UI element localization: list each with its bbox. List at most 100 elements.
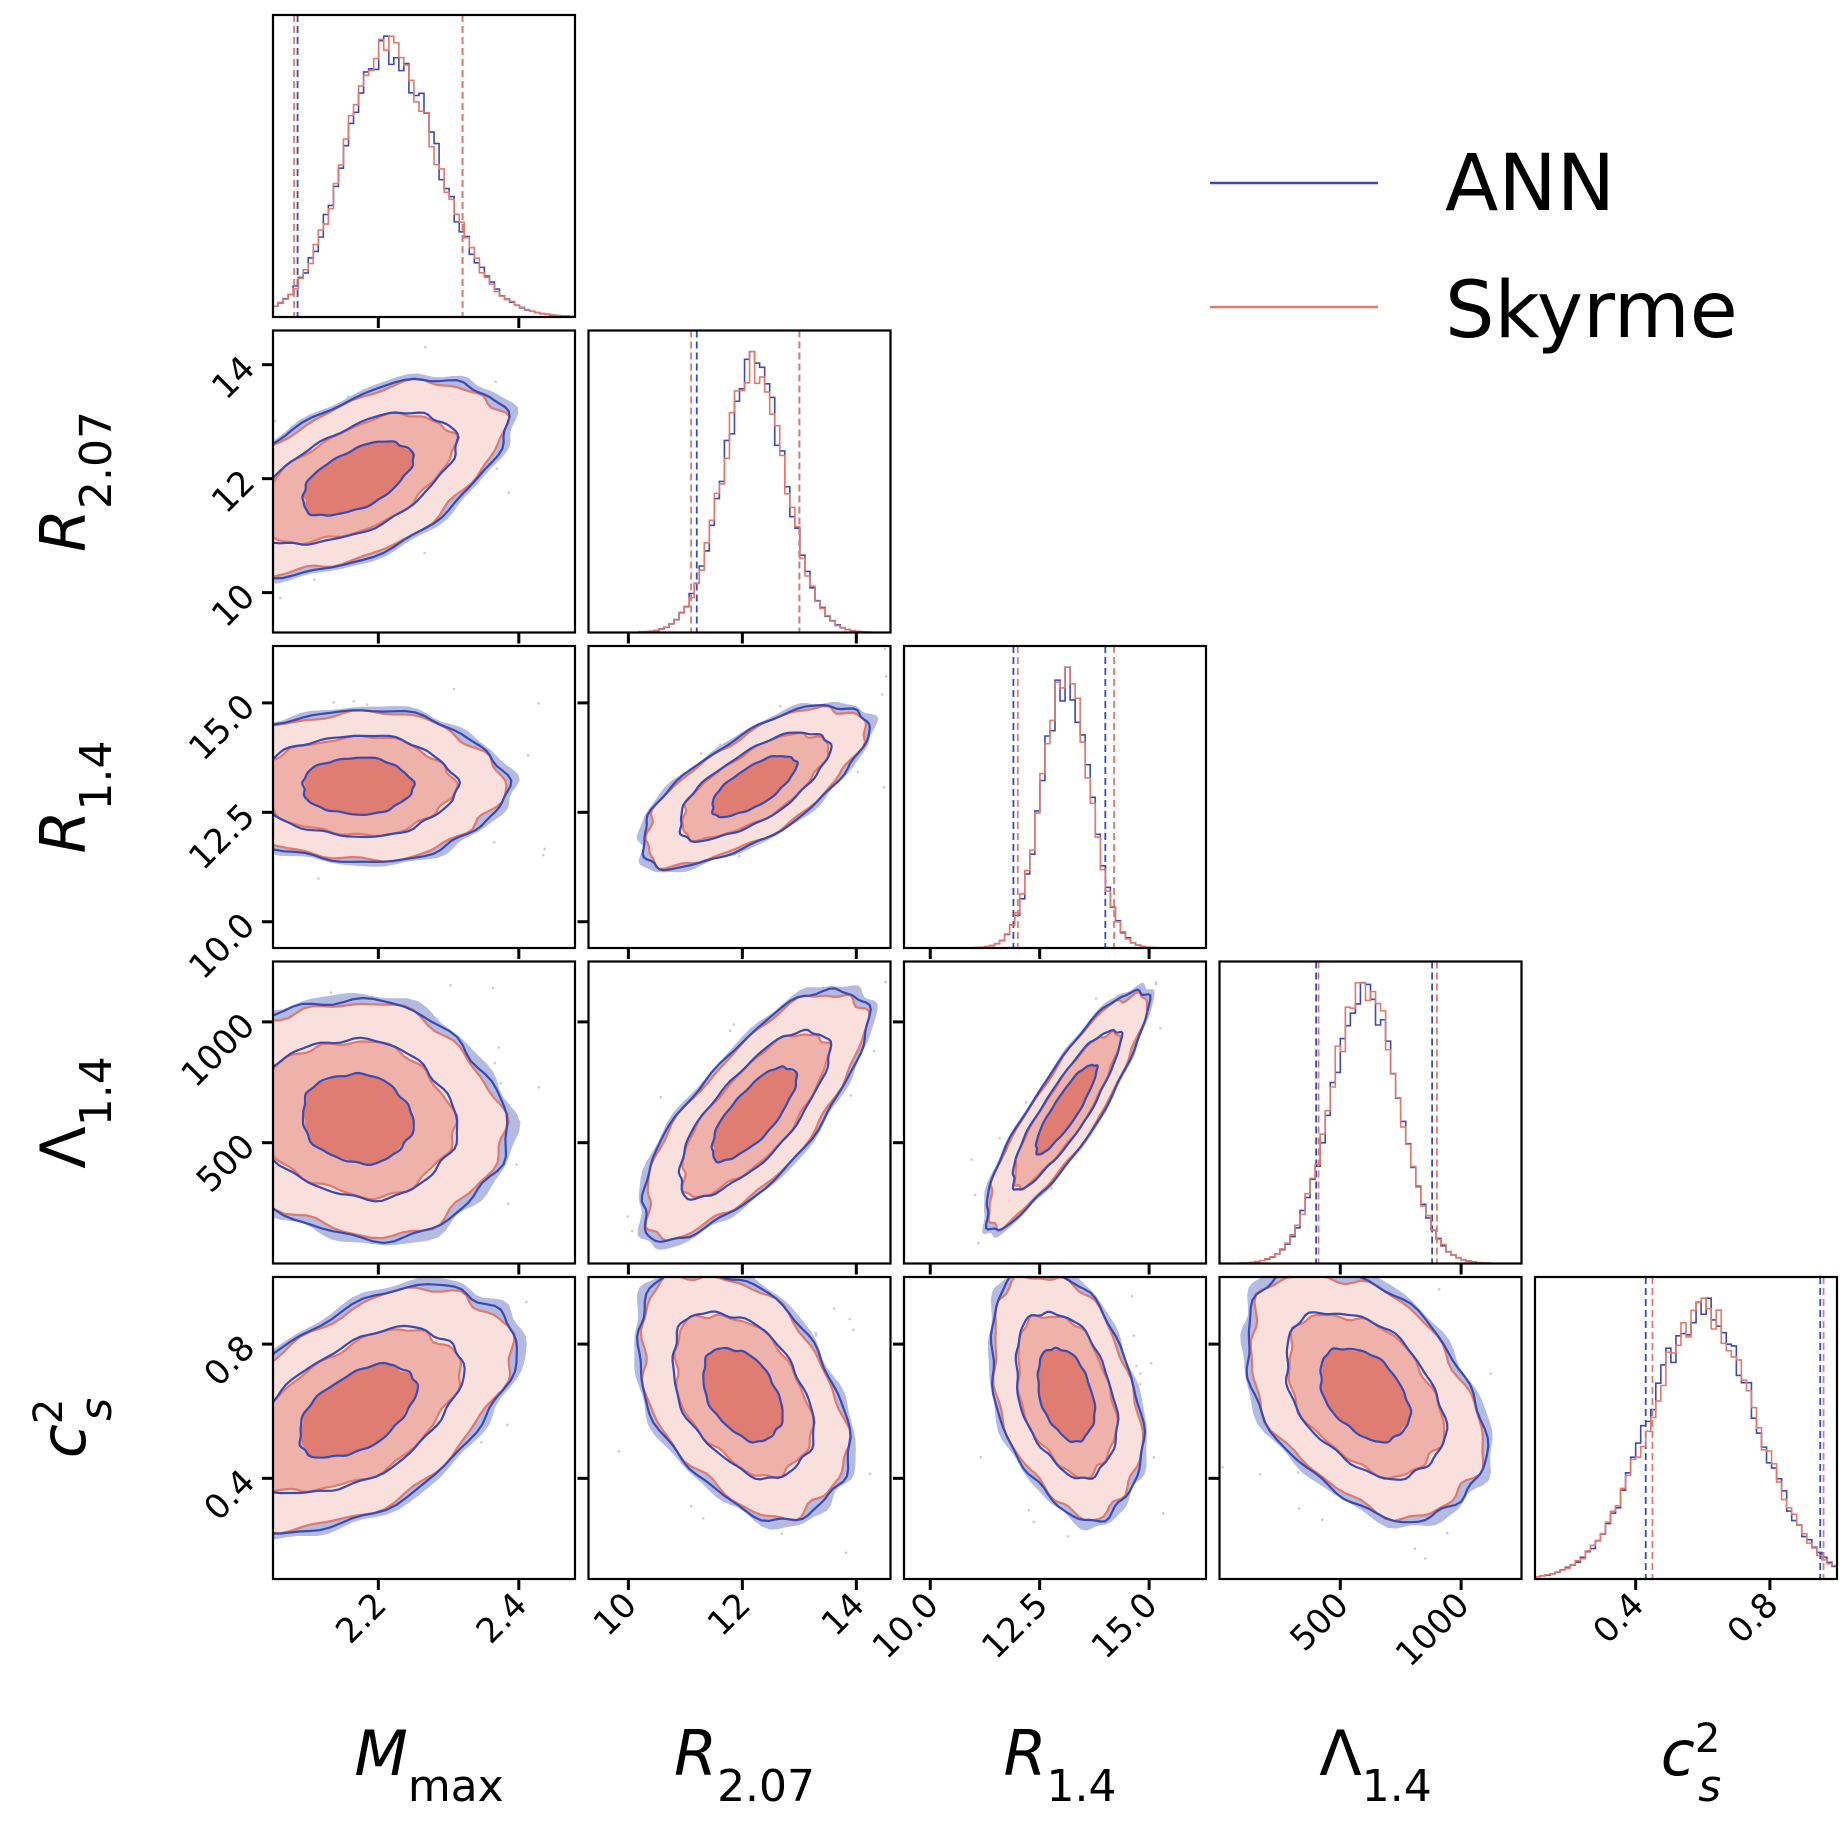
x-axis-label-Mmax: Mmax [354,1717,503,1812]
contour-line-ann-1 [273,734,462,839]
sample-dot [728,1029,732,1033]
sample-dot [898,783,901,786]
histogram-ann [1535,1297,1837,1579]
contour-line-ann-1 [273,1324,466,1495]
panel-frame-Mmax-R207 [271,329,577,634]
sample-dot [179,1470,182,1473]
sample-dot [543,847,546,851]
sample-dot [881,693,884,696]
contour-line-ann-1 [1284,1311,1449,1481]
sample-dot [617,1449,621,1453]
sample-dot [1134,1364,1138,1368]
contour-fill-skyrme-0 [1038,1350,1096,1442]
sample-dot [507,1202,510,1205]
y-tick-label-R207: 12 [204,462,263,521]
sample-dot [1025,1101,1028,1104]
sample-dot [977,1241,980,1245]
sample-dot [882,785,886,789]
legend: ANN Skyrme [1210,139,1738,356]
sample-dot [1258,1472,1262,1476]
contour-line-ann-1 [1011,1028,1124,1191]
panel-frame-R14-cs2 [902,1275,1208,1581]
joint-contours [617,1277,872,1555]
histogram-ann [588,350,891,633]
sample-dot [630,1229,634,1233]
sample-dot [659,1096,662,1099]
histogram-skyrme [1535,1297,1837,1579]
panel-frame-R207-L14 [587,960,892,1265]
contour-line-ann-0 [702,1346,784,1444]
sample-dot [236,1596,239,1599]
marginal-cs2 [1535,1277,1837,1579]
sample-dot [1152,1456,1156,1459]
sample-dot [191,441,194,444]
sample-dot [1138,1382,1142,1386]
sample-dot [352,700,356,703]
sample-dot [182,479,185,482]
contour-line-ann-2 [273,377,511,580]
sample-dot [1154,983,1158,986]
contour-line-skyrme-1 [273,1328,463,1493]
panels-layer [160,13,1839,1599]
sample-dot [1296,1471,1300,1474]
y-tick-label-R14: 12.5 [181,796,263,878]
joint-contours [979,1277,1165,1538]
sample-dot [515,1163,518,1166]
contour-line-ann-1 [1014,1310,1120,1480]
x-tick-label-R14: 10.0 [865,1585,947,1667]
joint-R207-L14 [620,980,887,1287]
sample-dot [365,703,369,706]
contour-line-skyrme-2 [644,704,868,871]
sample-dot [1424,1557,1427,1560]
legend-label-skyrme: Skyrme [1445,266,1738,356]
y-axis-label-R14: R1.4 [27,740,122,853]
sample-dot [241,450,244,453]
sample-dot [194,702,197,705]
marginal-Mmax [273,15,575,317]
x-axis-label-R207: R2.07 [674,1717,815,1812]
joint-R14-cs2 [979,1277,1165,1538]
contour-line-ann-0 [301,756,416,817]
sample-dot [626,1215,629,1218]
sample-dot [814,1334,818,1337]
x-tick-label-R207: 14 [814,1585,873,1644]
sample-dot [1445,1531,1449,1535]
sample-dot [190,1021,193,1024]
sample-dot [1159,1026,1162,1030]
sample-dot [542,853,545,857]
marginal-R207 [588,330,891,633]
contour-fill-skyrme-0 [303,441,415,516]
sample-dot [424,345,427,349]
sample-dot [620,1284,623,1287]
contour-line-ann-0 [298,1361,420,1459]
panel-frame-L14-cs2 [1218,1275,1523,1581]
panel-frame-R207-cs2 [587,1275,892,1581]
sample-dot [160,1436,163,1439]
x-tick-label-R14: 12.5 [974,1585,1056,1667]
sample-dot [832,1307,836,1310]
y-tick-label-R207: 10 [204,576,263,635]
x-axis-label-R14: R1.4 [1003,1717,1116,1812]
x-axis-label-L14: Λ1.4 [1319,1717,1431,1812]
contour-fill-skyrme-0 [704,1349,783,1442]
contour-line-skyrme-1 [1287,1313,1446,1480]
panel-frame-Mmax-cs2 [271,1275,577,1581]
y-axis-label-R207: R2.07 [27,411,122,552]
sample-dot [492,841,496,844]
panel-frame-R207-R14 [587,644,892,950]
contour-fill-skyrme-0 [304,758,414,814]
sample-dot [963,1269,966,1272]
sample-dot [183,494,186,497]
panel-frame-R14-L14 [902,960,1208,1265]
contour-line-ann-2 [1245,1277,1490,1524]
sample-dot [883,647,887,651]
sample-dot [872,1049,876,1053]
contour-line-ann-1 [677,1028,833,1201]
sample-dot [1130,1295,1134,1298]
joint-R207-cs2 [617,1277,872,1555]
sample-dot [423,551,426,555]
panel-frame-L14-L14 [1218,960,1523,1265]
sample-dot [897,769,900,772]
panel-frame-Mmax-Mmax [271,13,577,319]
sample-dot [780,1532,784,1536]
